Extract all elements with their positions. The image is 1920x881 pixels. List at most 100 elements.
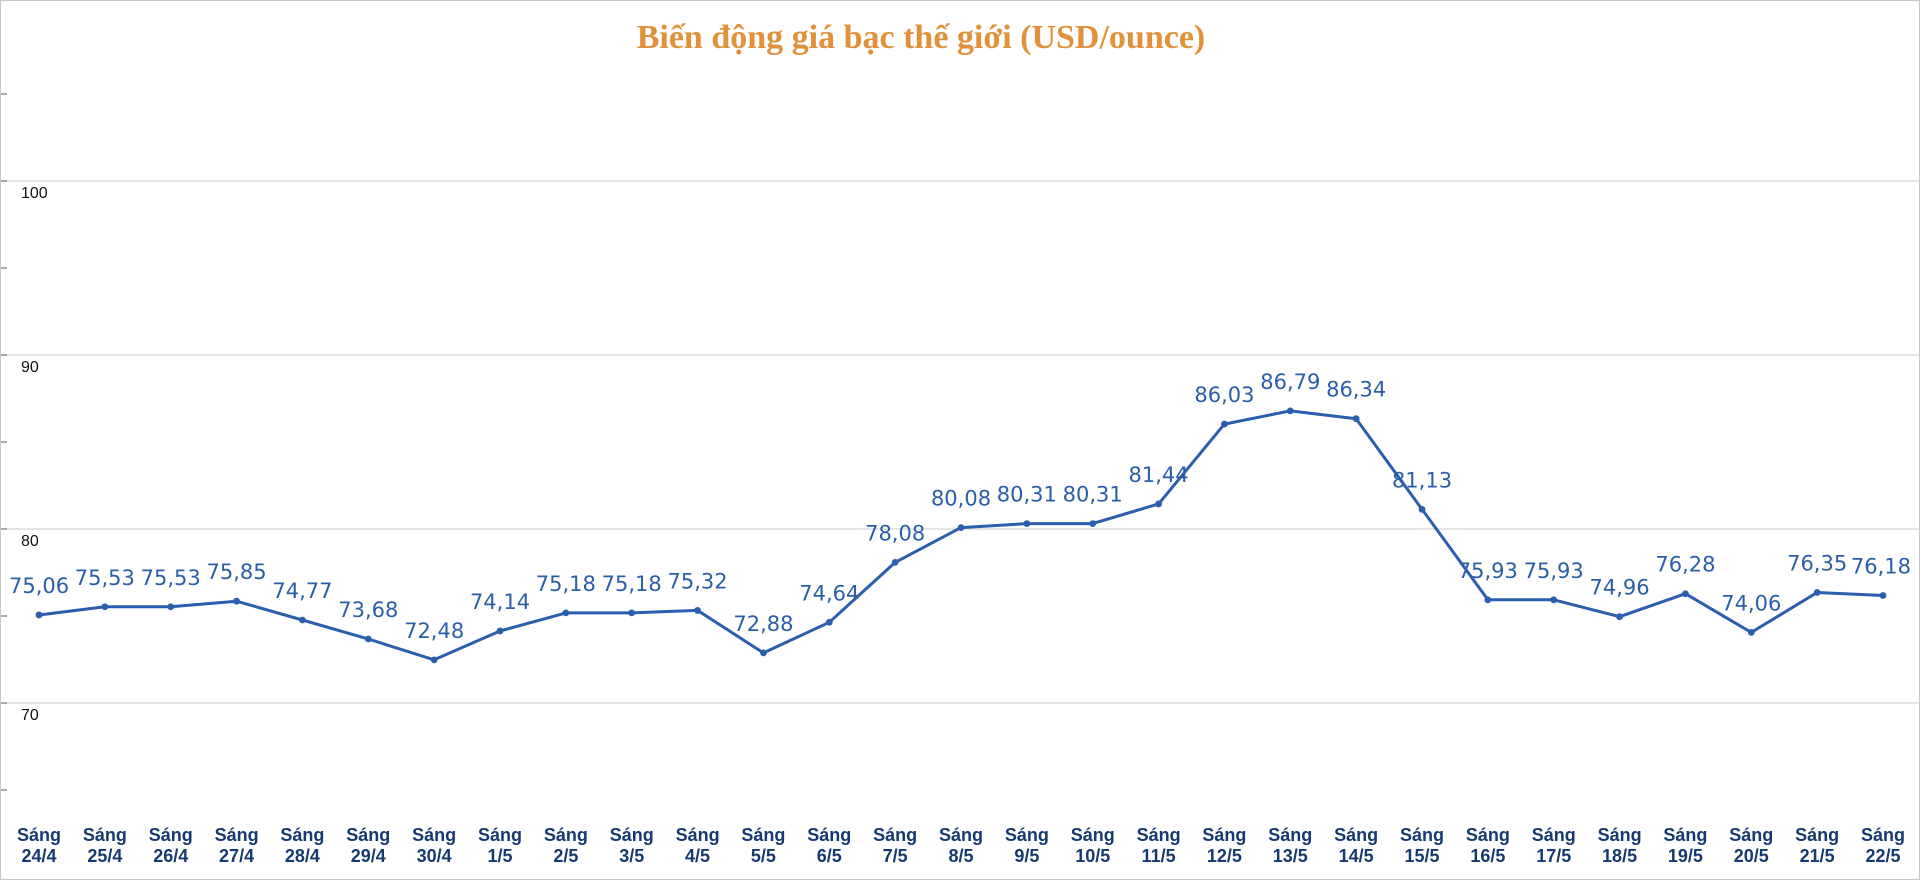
data-point: [1616, 613, 1623, 621]
x-tick-label: 7/5: [883, 846, 908, 866]
data-label: 74,06: [1721, 591, 1781, 615]
x-tick-label: Sáng: [1268, 825, 1312, 845]
x-tick-label: 12/5: [1207, 846, 1242, 866]
data-label: 86,79: [1260, 370, 1320, 394]
data-point: [562, 609, 570, 617]
data-point: [1023, 520, 1031, 528]
data-label: 78,08: [865, 521, 925, 545]
x-tick-label: 18/5: [1602, 846, 1637, 866]
x-tick-label: Sáng: [1334, 825, 1378, 845]
data-point: [1879, 592, 1887, 599]
x-tick-label: 10/5: [1075, 846, 1110, 866]
data-label: 75,18: [536, 572, 596, 596]
x-tick-label: Sáng: [1663, 825, 1707, 845]
x-tick-label: 1/5: [487, 846, 512, 866]
data-label: 73,68: [338, 598, 398, 622]
data-point: [1089, 520, 1097, 528]
data-point: [1813, 589, 1821, 596]
chart-title: Biến động giá bạc thế giới (USD/ounce): [636, 19, 1206, 56]
data-label: 76,28: [1655, 553, 1715, 577]
data-point: [233, 597, 240, 605]
data-label: 74,64: [799, 581, 859, 605]
y-tick-label: 100: [21, 185, 48, 202]
x-tick-label: 24/4: [21, 846, 56, 866]
x-tick-label: Sáng: [873, 825, 917, 845]
x-tick-label: 30/4: [417, 846, 452, 866]
data-point: [1221, 420, 1228, 428]
x-tick-label: Sáng: [17, 825, 61, 845]
data-label: 75,85: [207, 560, 267, 584]
x-tick-label: 29/4: [351, 846, 386, 866]
data-label: 80,31: [997, 483, 1057, 507]
x-tick-label: Sáng: [1861, 825, 1905, 845]
x-tick-label: Sáng: [1598, 825, 1642, 845]
data-label: 74,96: [1590, 576, 1650, 600]
data-point: [1550, 596, 1558, 604]
x-tick-label: Sáng: [280, 825, 324, 845]
data-label: 86,34: [1326, 378, 1386, 402]
x-tick-label: 9/5: [1014, 846, 1039, 866]
x-tick-label: Sáng: [83, 825, 127, 845]
data-point: [891, 559, 899, 566]
x-tick-label: 2/5: [553, 846, 578, 866]
x-tick-label: Sáng: [1202, 825, 1246, 845]
data-point: [1747, 628, 1755, 636]
data-label: 75,18: [602, 572, 662, 596]
x-tick-label: 4/5: [685, 846, 710, 866]
data-point: [496, 627, 504, 635]
x-tick-label: 16/5: [1470, 846, 1505, 866]
data-point: [167, 603, 175, 611]
x-tick-label: 21/5: [1800, 846, 1835, 866]
x-tick-label: Sáng: [149, 825, 193, 845]
data-point: [628, 609, 636, 617]
data-point: [35, 611, 43, 619]
data-label: 72,48: [404, 619, 464, 643]
x-tick-label: Sáng: [1729, 825, 1773, 845]
x-tick-label: Sáng: [478, 825, 522, 845]
x-tick-label: Sáng: [676, 825, 720, 845]
data-label: 80,31: [1063, 483, 1123, 507]
data-point: [1682, 590, 1689, 598]
x-tick-label: Sáng: [346, 825, 390, 845]
x-tick-label: 11/5: [1142, 846, 1176, 866]
data-labels: 75,06 75,53 75,53 75,8574,7773,6872,4874,14…: [9, 370, 1911, 643]
data-label: 75,06: [9, 574, 69, 598]
data-label: 75,53: [141, 566, 201, 590]
data-label: 75,32: [668, 569, 728, 593]
data-point: [430, 656, 438, 664]
data-label: 74,77: [272, 579, 332, 603]
x-tick-label: 17/5: [1536, 846, 1571, 866]
x-tick-label: Sáng: [1795, 825, 1839, 845]
x-tick-label: Sáng: [1137, 825, 1181, 845]
x-tick-label: Sáng: [610, 825, 654, 845]
x-tick-label: Sáng: [544, 825, 588, 845]
data-point: [1484, 596, 1492, 604]
y-axis: 70 80 90 100: [21, 185, 48, 724]
series-line: [38, 409, 1884, 662]
x-axis: Sáng24/4Sáng25/4Sáng26/4Sáng27/4Sáng28/4…: [17, 825, 1905, 866]
data-point: [101, 603, 109, 611]
x-tick-label: 3/5: [619, 846, 644, 866]
data-label: 76,35: [1787, 552, 1847, 576]
x-tick-label: Sáng: [939, 825, 983, 845]
data-label: 81,44: [1129, 463, 1189, 487]
x-tick-label: 22/5: [1865, 846, 1900, 866]
data-point: [1286, 407, 1294, 415]
data-label: 75,93: [1524, 559, 1584, 583]
x-tick-label: 19/5: [1668, 846, 1703, 866]
data-point: [364, 635, 372, 643]
grid-layer: [1, 93, 1919, 791]
data-label: 74,14: [470, 590, 530, 614]
data-point: [825, 618, 833, 626]
x-tick-label: 15/5: [1404, 846, 1439, 866]
data-label: 75,53: [75, 566, 135, 590]
x-tick-label: 20/5: [1734, 846, 1769, 866]
x-tick-label: 27/4: [219, 846, 254, 866]
y-tick-label: 90: [21, 359, 39, 376]
data-label: 72,88: [733, 612, 793, 636]
data-point: [1155, 500, 1162, 508]
data-point: [694, 607, 701, 614]
data-label: 81,13: [1392, 468, 1452, 492]
